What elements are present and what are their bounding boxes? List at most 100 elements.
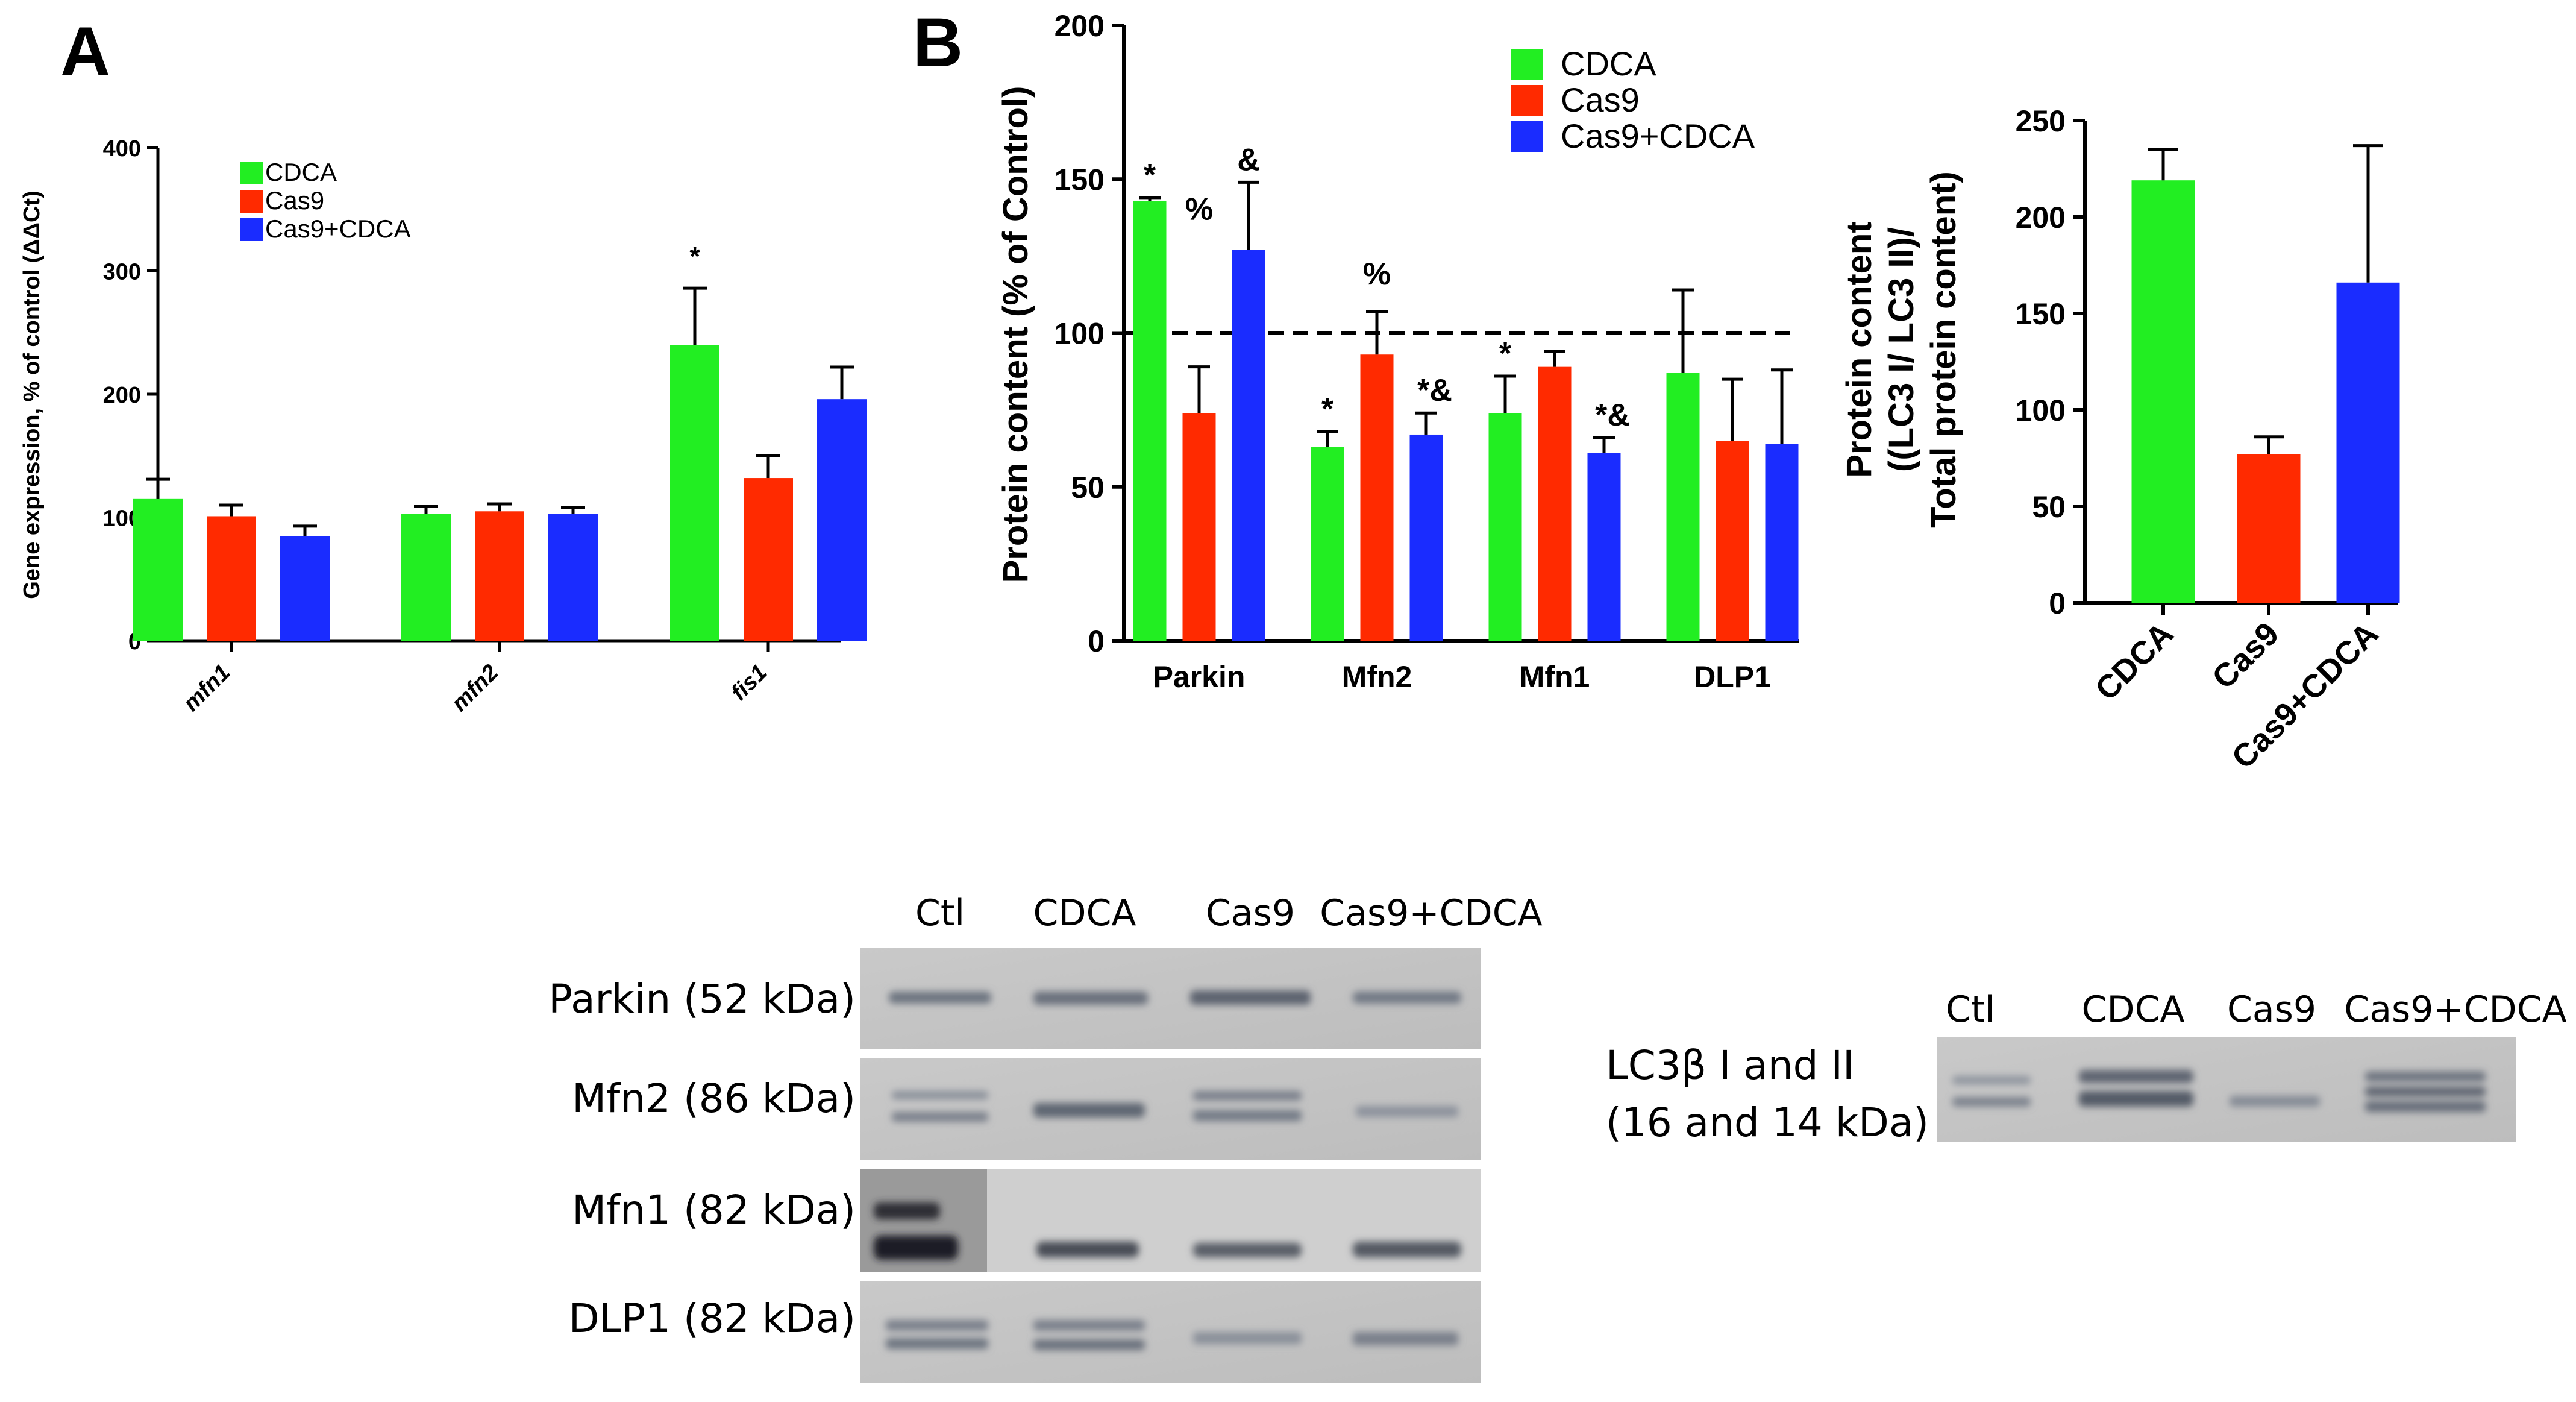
x-tick-label: fis1 [726, 660, 772, 706]
bar [1765, 444, 1799, 641]
bar [1182, 413, 1216, 641]
y-axis-label: Total protein content) [1924, 171, 1963, 528]
chart-b-protein-content: 0 50 100 150 200 Protein content (% of Contro… [996, 9, 1799, 694]
legend-swatch [1511, 121, 1543, 152]
bar [548, 514, 598, 641]
blot-bands-mfn2 [892, 1091, 1458, 1122]
bar [2336, 282, 2400, 603]
y-tick-label: 0 [2049, 586, 2066, 620]
bar [744, 478, 793, 641]
blot-row-label: Mfn1 (82 kDa) [572, 1187, 856, 1233]
legend-label: Cas9+CDCA [265, 215, 411, 243]
bar [1133, 200, 1167, 641]
legend-swatch [240, 162, 263, 184]
y-tick-label: 300 [103, 260, 141, 285]
bar [1360, 354, 1394, 641]
blot-lane-label: Ctl [915, 892, 965, 934]
y-tick-label: 150 [1055, 163, 1105, 196]
significance-marker: % [1185, 192, 1213, 227]
chart-c-lc3-ratio: 0 50 100 150 200 250 Protein content ((LC3 I/ L… [1840, 104, 2400, 776]
significance-marker: & [1237, 142, 1260, 177]
blot-lane-label: Cas9+CDCA [1320, 892, 1542, 934]
legend-label: CDCA [265, 158, 337, 186]
blot-lane-label: CDCA [1033, 892, 1136, 934]
y-axis-label: ((LC3 I/ LC3 II)/ [1882, 227, 1921, 472]
bar [670, 345, 719, 641]
blot-bands-parkin [889, 990, 1461, 1005]
legend-swatch [240, 190, 263, 213]
blot-row-label: DLP1 (82 kDa) [569, 1295, 856, 1342]
legend-label: CDCA [1561, 45, 1656, 83]
x-tick-label: Mfn2 [1342, 660, 1412, 694]
blot-bands-dlp1 [886, 1320, 1458, 1350]
western-blot-main: Ctl CDCA Cas9 Cas9+CDCA Parkin (52 kDa) … [548, 892, 1543, 1383]
y-tick-label: 100 [1055, 317, 1105, 351]
legend-label: Cas9 [265, 186, 324, 215]
y-tick-label: 50 [1071, 471, 1105, 505]
blot-lane-label: CDCA [2081, 989, 2184, 1031]
significance-marker: *& [1417, 373, 1452, 408]
y-axis-label: Protein content [1840, 221, 1879, 477]
x-tick-label: Cas9 [2205, 615, 2286, 696]
bar [1488, 413, 1522, 641]
legend-label: Cas9+CDCA [1561, 117, 1755, 155]
bar [1409, 434, 1443, 641]
bar [133, 498, 183, 641]
bar [401, 514, 451, 641]
bar [1311, 447, 1344, 641]
y-tick-label: 200 [2016, 201, 2066, 234]
blot-lane-label: Cas9 [2227, 989, 2316, 1031]
panel-label-b: B [913, 4, 963, 81]
panel-label-a: A [60, 13, 110, 90]
bar [280, 536, 330, 641]
significance-marker: % [1363, 257, 1391, 292]
y-tick-label: 250 [2016, 104, 2066, 138]
blot-bands-lc3 [1952, 1070, 2486, 1112]
significance-marker: *& [1595, 398, 1630, 433]
y-tick-label: 200 [1055, 9, 1105, 43]
bar [1666, 373, 1700, 641]
bar [2131, 180, 2195, 603]
x-tick-label: Mfn1 [1520, 660, 1590, 694]
legend-label: Cas9 [1561, 81, 1640, 119]
blot-lc3-label-line2: (16 and 14 kDa) [1606, 1099, 1929, 1146]
y-tick-label: 200 [103, 383, 141, 408]
blot-lane-label: Cas9+CDCA [2344, 989, 2566, 1031]
y-axis-label: Gene expression, % of control (ΔΔCt) [19, 190, 45, 599]
legend-swatch [1511, 85, 1543, 116]
y-tick-label: 50 [2032, 490, 2066, 524]
y-tick-label: 0 [1088, 624, 1105, 658]
x-tick-label: mfn1 [178, 660, 235, 717]
bar [2237, 454, 2301, 603]
legend-swatch [240, 218, 263, 241]
bar [475, 511, 524, 641]
bar [1587, 453, 1621, 641]
blot-lc3-label-line1: LC3β I and II [1606, 1042, 1854, 1089]
y-tick-label: 150 [2016, 297, 2066, 331]
x-tick-label: DLP1 [1694, 660, 1771, 694]
x-tick-label: Parkin [1153, 660, 1246, 694]
x-tick-label: CDCA [2089, 615, 2181, 708]
bar [1716, 441, 1749, 641]
blot-row-label: Mfn2 (86 kDa) [572, 1075, 856, 1122]
bar [817, 399, 867, 641]
significance-marker: * [1321, 392, 1334, 427]
significance-marker: * [689, 242, 700, 271]
blot-lane-label: Cas9 [1206, 892, 1295, 934]
y-tick-label: 400 [103, 136, 141, 162]
x-tick-label: mfn2 [447, 660, 503, 717]
legend-swatch [1511, 49, 1543, 80]
blot-lane-label: Ctl [1946, 989, 1995, 1031]
bar [1232, 250, 1265, 641]
significance-marker: * [1499, 336, 1512, 371]
blot-row-label: Parkin (52 kDa) [548, 976, 856, 1022]
bar [207, 516, 256, 641]
y-tick-label: 100 [2016, 394, 2066, 427]
significance-marker: * [1144, 158, 1156, 193]
bar [1538, 366, 1572, 641]
y-axis-label: Protein content (% of Control) [996, 86, 1035, 583]
blot-bands-mfn1 [874, 1202, 1461, 1260]
western-blot-lc3: Ctl CDCA Cas9 Cas9+CDCA LC3β I and II (1… [1606, 989, 2567, 1146]
